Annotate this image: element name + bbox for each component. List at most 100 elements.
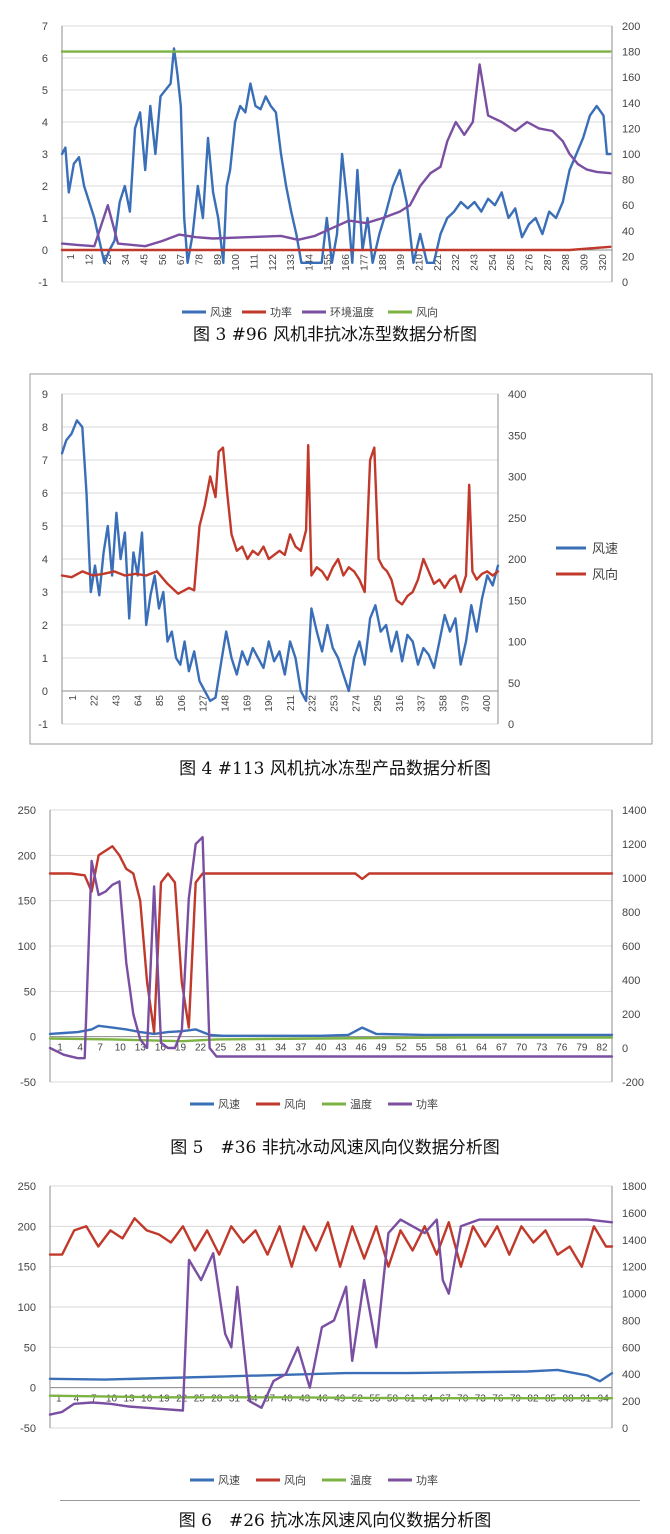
- y-tick-right: 1000: [622, 1289, 646, 1301]
- y-tick-left: 100: [18, 1302, 36, 1314]
- y-tick-left: -1: [38, 277, 48, 289]
- y-tick-left: 7: [42, 455, 48, 467]
- y-tick-left: 1: [42, 213, 48, 225]
- divider: [60, 1500, 640, 1501]
- x-tick-label: 31: [229, 1394, 241, 1405]
- y-tick-left: 5: [42, 85, 48, 97]
- x-tick-label: 400: [482, 695, 493, 712]
- y-tick-right: 180: [622, 47, 640, 59]
- y-tick-right: 0: [622, 1043, 628, 1055]
- figure-6: -50 0 50 100 150 200 250 0 200 400 600 800 1000 1200 1…: [0, 1170, 670, 1500]
- y-tick-right: -200: [622, 1077, 644, 1089]
- x-tick-label: 19: [159, 1394, 171, 1405]
- x-tick-label: 253: [330, 695, 341, 712]
- y-tick-left: 0: [42, 686, 48, 698]
- x-tick-label: 169: [242, 695, 253, 712]
- x-tick-label: 19: [175, 1043, 187, 1054]
- x-tick-label: 316: [395, 695, 406, 712]
- x-tick-label: 211: [286, 695, 297, 711]
- caption-figure-6: 图 6 #26 抗冰冻风速风向仪数据分析图: [178, 1511, 492, 1531]
- x-tick-label: 111: [250, 254, 261, 270]
- legend-label: 风速: [218, 1098, 240, 1111]
- caption-figure-5: 图 5 #36 非抗冰动风速风向仪数据分析图: [170, 1138, 500, 1158]
- x-tick-label: 43: [299, 1394, 311, 1405]
- x-tick-label: 28: [235, 1043, 247, 1054]
- y-tick-right: 600: [622, 1342, 640, 1354]
- legend-label: 功率: [416, 1097, 438, 1111]
- x-tick-label: 13: [135, 1043, 147, 1054]
- x-tick-label: 43: [335, 1043, 347, 1054]
- caption-figure-4: 图 4 #113 风机抗冰冻型产品数据分析图: [179, 759, 491, 779]
- x-tick-label: 61: [456, 1043, 468, 1054]
- y-tick-right: 200: [622, 1009, 640, 1021]
- x-tick-label: 78: [195, 254, 206, 266]
- y-tick-left: 6: [42, 488, 48, 500]
- y-tick-left: 250: [18, 1181, 36, 1193]
- legend-label: 风向: [284, 1097, 306, 1111]
- x-tick-label: 274: [351, 695, 362, 712]
- figure-4: -1 0 1 2 3 4 5 6 7 8 9 0 50 100 150 200 250 300 350 400 1 22 4…: [0, 372, 670, 748]
- legend-label: 风向: [592, 567, 618, 583]
- y-tick-left: 2: [42, 181, 48, 193]
- x-tick-label: 337: [417, 695, 428, 712]
- y-tick-left: 50: [24, 1342, 36, 1354]
- x-tick-label: 22: [195, 1043, 207, 1054]
- x-tick-label: 37: [264, 1394, 276, 1405]
- legend-label: 风向: [284, 1473, 306, 1487]
- x-tick-label: 45: [140, 254, 151, 266]
- caption-figure-3: 图 3 #96 风机非抗冰冻型数据分析图: [193, 325, 477, 345]
- x-tick-label: 16: [155, 1043, 167, 1054]
- x-tick-label: 276: [525, 254, 536, 271]
- legend-label: 风速: [210, 306, 232, 318]
- legend-label: 功率: [416, 1473, 438, 1487]
- x-tick-label: 1: [66, 254, 77, 260]
- y-tick-left: 2: [42, 620, 48, 632]
- y-tick-left: 6: [42, 53, 48, 65]
- x-tick-label: 40: [315, 1043, 327, 1054]
- series-line-3: [48, 1036, 614, 1043]
- x-tick-label: 379: [460, 695, 471, 712]
- x-tick-label: 13: [123, 1394, 135, 1405]
- y-tick-left: 8: [42, 422, 48, 434]
- y-tick-right: 0: [622, 277, 628, 289]
- x-tick-label: 22: [176, 1394, 188, 1405]
- y-tick-left: 5: [42, 521, 48, 533]
- y-tick-left: -50: [20, 1423, 36, 1435]
- x-tick-label: 58: [436, 1043, 448, 1054]
- x-tick-label: 76: [556, 1043, 568, 1054]
- x-tick-label: 177: [360, 254, 371, 271]
- x-tick-label: 188: [378, 254, 389, 271]
- figure-3: -1 0 1 2 3 4 5 6 7 0 20 40 60 80 100 120 140 160 180 200 1 12…: [0, 0, 670, 344]
- y-tick-right: 350: [508, 430, 526, 442]
- x-tick-label: 43: [112, 695, 123, 707]
- x-tick-label: 199: [396, 254, 407, 271]
- legend-label: 环境温度: [330, 305, 374, 318]
- series-line-1: [48, 1024, 614, 1038]
- series-line-1: [48, 1368, 614, 1383]
- y-tick-left: 3: [42, 587, 48, 599]
- x-tick-label: 52: [396, 1043, 408, 1054]
- series-line-4: [48, 836, 614, 1060]
- x-tick-label: 89: [213, 254, 224, 266]
- y-tick-right: 400: [622, 975, 640, 987]
- x-tick-label: 232: [308, 695, 319, 712]
- x-tick-label: 40: [282, 1394, 294, 1405]
- x-tick-label: 49: [376, 1043, 388, 1054]
- x-tick-label: 1: [68, 695, 79, 701]
- y-tick-right: 400: [622, 1369, 640, 1381]
- x-tick-label: 34: [246, 1394, 258, 1405]
- x-tick-label: 79: [576, 1043, 588, 1054]
- series-line-2: [48, 845, 614, 1034]
- series-line-2: [60, 245, 612, 252]
- x-tick-label: 320: [598, 254, 609, 271]
- y-tick-right: 0: [508, 719, 514, 731]
- y-tick-left: 1: [42, 653, 48, 665]
- legend-label: 风向: [416, 305, 438, 318]
- y-tick-left: -1: [38, 719, 48, 731]
- y-tick-right: 160: [622, 72, 640, 84]
- y-tick-left: 150: [18, 896, 36, 908]
- series-line-3: [48, 1394, 614, 1400]
- y-tick-left: 0: [30, 1383, 36, 1395]
- y-tick-left: 0: [30, 1032, 36, 1044]
